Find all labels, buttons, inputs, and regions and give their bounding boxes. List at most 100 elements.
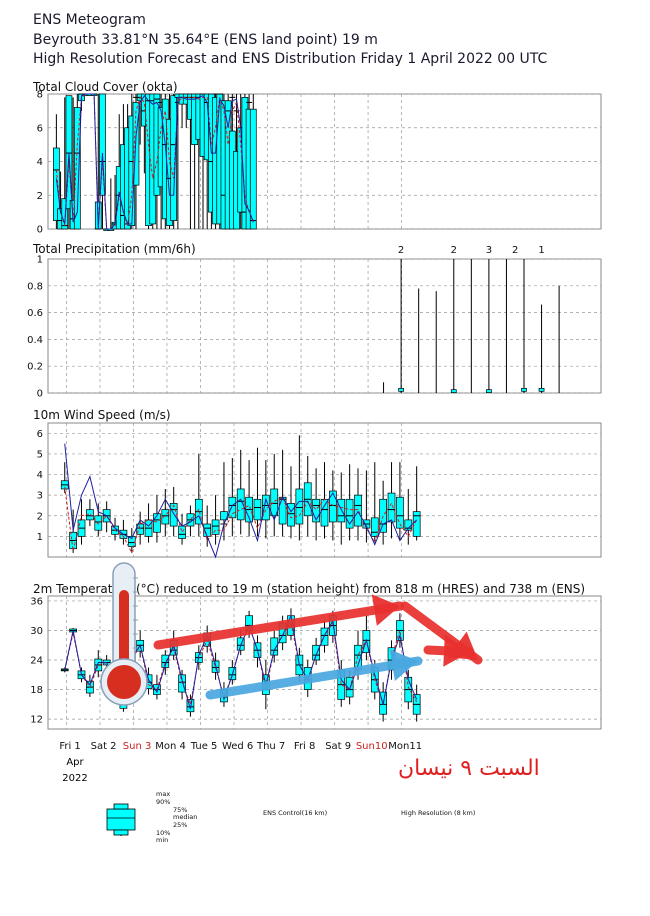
- x-day-label: Mon 4: [155, 741, 186, 752]
- box-rect: [450, 389, 457, 394]
- y-tick-label: 8: [37, 90, 43, 101]
- box-rect: [354, 494, 362, 527]
- overflow-count-label: 3: [486, 245, 492, 256]
- box-rect: [253, 498, 262, 521]
- y-tick-label: 5: [37, 449, 43, 460]
- arrow-head: [371, 594, 400, 626]
- x-day-label: Fri 1: [59, 741, 80, 752]
- red-arrow-1: [153, 594, 405, 650]
- y-tick-label: 30: [30, 626, 43, 637]
- legend: [106, 803, 136, 836]
- box-rect: [211, 519, 220, 535]
- panel-frame: [47, 258, 602, 394]
- red-arrow-3: [423, 634, 475, 667]
- thermometer-icon: [100, 562, 148, 706]
- box-rect: [228, 496, 237, 519]
- y-tick-label: 0: [37, 389, 43, 400]
- box-rect: [320, 498, 329, 527]
- x-month-label: Apr: [66, 757, 84, 768]
- box-rect: [153, 513, 161, 533]
- x-day-label: Sun10: [356, 741, 388, 752]
- box-rect: [136, 523, 145, 535]
- arrow-head: [389, 649, 418, 681]
- x-day-label: Sun 3: [123, 741, 152, 752]
- box-rect: [161, 509, 170, 525]
- y-tick-label: 3: [37, 491, 43, 502]
- box-rect: [337, 498, 346, 523]
- overflow-count-label: 1: [538, 245, 544, 256]
- y-tick-label: 24: [30, 656, 43, 667]
- hres-line: [64, 443, 418, 559]
- x-day-label: Sat 2: [91, 741, 117, 752]
- box-rect: [178, 525, 186, 539]
- box-rect: [65, 95, 73, 210]
- box-rect: [345, 676, 354, 698]
- arrow-shaft: [205, 656, 423, 700]
- x-day-label: Thu 7: [256, 741, 285, 752]
- x-day-label: Tue 5: [190, 741, 218, 752]
- x-year-label: 2022: [62, 773, 87, 784]
- legend-label: 10%: [156, 829, 170, 837]
- legend-label: median: [173, 813, 197, 821]
- box-rect: [61, 198, 69, 230]
- overflow-count-label: 2: [451, 245, 457, 256]
- panel-frame: [47, 422, 602, 558]
- y-tick-label: 1: [37, 255, 43, 266]
- box-rect: [295, 488, 304, 525]
- legend-hres-label: High Resolution (8 km): [401, 809, 475, 817]
- box-rect: [73, 107, 81, 230]
- arrow-head: [443, 634, 470, 667]
- box-rect: [236, 488, 245, 521]
- box-rect: [379, 498, 388, 533]
- legend-label: min: [156, 836, 168, 844]
- overflow-count-label: 2: [398, 245, 404, 256]
- y-tick-label: 4: [37, 470, 43, 481]
- y-tick-label: 1: [37, 532, 43, 543]
- location-line: Beyrouth 33.81°N 35.64°E (ENS land point…: [33, 32, 378, 48]
- box-rect: [345, 498, 354, 529]
- y-tick-label: 6: [37, 429, 43, 440]
- legend-label: 25%: [173, 821, 187, 829]
- box-rect: [249, 108, 257, 230]
- box-rect: [53, 147, 60, 221]
- box-rect: [312, 498, 320, 523]
- legend-label: 75%: [173, 806, 187, 814]
- y-tick-label: 0.6: [27, 308, 43, 319]
- arabic-annotation: السبت ٩ نيسان: [398, 756, 540, 781]
- y-tick-label: 0.2: [27, 362, 43, 373]
- y-tick-label: 0.4: [27, 335, 43, 346]
- box-rect: [521, 387, 527, 392]
- box-rect: [270, 488, 279, 517]
- box-rect: [161, 654, 170, 668]
- forecast-description: High Resolution Forecast and ENS Distrib…: [33, 51, 548, 67]
- legend-upper-tail: [113, 803, 129, 810]
- box-rect: [538, 387, 545, 392]
- hres-line: [55, 93, 254, 230]
- box-rect: [387, 492, 396, 523]
- y-tick-label: 2: [37, 191, 43, 202]
- legend-box: [106, 808, 136, 831]
- panel-title: Total Cloud Cover (okta): [32, 80, 178, 94]
- arrow-shaft: [153, 601, 405, 650]
- ens-control-line: [64, 486, 418, 555]
- y-tick-label: 4: [37, 157, 43, 168]
- x-day-label: Wed 6: [222, 741, 253, 752]
- box-rect: [486, 389, 492, 394]
- x-day-label: Sat 9: [325, 741, 351, 752]
- box-rect: [170, 95, 178, 221]
- box-rect: [186, 699, 195, 713]
- meteogram-title: ENS Meteogram: [33, 12, 146, 28]
- y-tick-label: 0.8: [27, 281, 43, 292]
- y-tick-label: 12: [30, 715, 43, 726]
- blue-arrow: [205, 649, 423, 700]
- panel-title: 10m Wind Speed (m/s): [33, 408, 171, 422]
- box-rect: [396, 496, 404, 529]
- legend-ens-control-label: ENS Control(16 km): [263, 809, 327, 817]
- box-rect: [370, 517, 379, 537]
- box-rect: [94, 515, 103, 531]
- panel-title: 2m Temperature (°C) reduced to 19 m (sta…: [33, 582, 585, 596]
- legend-lower-tail: [113, 829, 129, 836]
- box-rect: [99, 93, 106, 196]
- thermometer-mercury: [119, 590, 129, 670]
